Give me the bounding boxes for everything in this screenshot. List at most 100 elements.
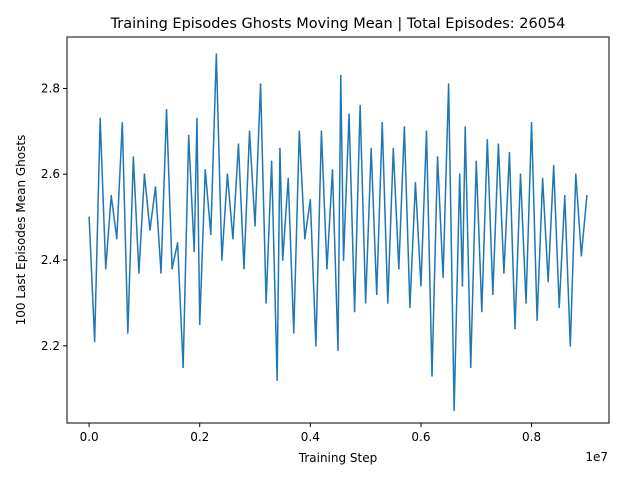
y-tick-label: 2.4: [41, 253, 60, 267]
data-point: [563, 194, 566, 197]
data-point: [187, 134, 190, 137]
data-point: [171, 267, 173, 270]
data-point: [436, 156, 439, 158]
data-point: [381, 121, 384, 124]
data-point: [464, 126, 467, 128]
data-point: [431, 375, 433, 377]
data-point: [193, 250, 196, 253]
data-point: [386, 302, 389, 304]
data-point: [530, 121, 533, 124]
data-point: [337, 349, 339, 351]
data-point: [492, 293, 494, 296]
data-point: [254, 224, 256, 227]
data-point: [364, 302, 367, 304]
data-point: [370, 147, 372, 150]
data-point: [270, 160, 273, 163]
data-point: [519, 173, 522, 176]
plot-area: [66, 36, 610, 424]
data-point: [403, 126, 406, 128]
data-point: [281, 259, 284, 261]
data-point: [279, 147, 281, 150]
data-point: [575, 173, 577, 176]
data-point: [547, 280, 549, 283]
data-point: [320, 130, 323, 133]
data-point: [442, 276, 444, 278]
data-point: [209, 233, 212, 236]
data-point: [149, 229, 151, 231]
data-point: [486, 139, 489, 141]
data-point: [243, 267, 245, 270]
data-point: [461, 284, 464, 287]
x-tick-label: 0.0: [80, 430, 99, 444]
data-point: [326, 267, 328, 270]
data-point: [265, 302, 267, 304]
x-tick-label: 0.8: [522, 430, 541, 444]
data-point: [348, 113, 350, 115]
data-point: [110, 194, 113, 197]
data-point: [569, 345, 572, 347]
data-point: [143, 173, 146, 176]
data-point: [398, 267, 400, 270]
data-point: [469, 366, 472, 369]
data-point: [453, 409, 455, 411]
x-tick-label: 0.2: [190, 430, 209, 444]
data-point: [359, 104, 361, 107]
data-point: [480, 310, 483, 313]
data-point: [309, 199, 312, 201]
data-point: [503, 272, 505, 274]
plot-frame: [66, 36, 610, 424]
data-point: [514, 327, 516, 330]
data-point: [215, 53, 218, 55]
data-point: [541, 177, 544, 180]
chart-title: Training Episodes Ghosts Moving Mean | T…: [110, 16, 566, 32]
y-axis: 2.2 2.4 2.6 2.8: [41, 81, 67, 353]
data-point: [414, 182, 417, 184]
x-axis-offset-label: 1e7: [585, 450, 608, 464]
data-point: [182, 366, 184, 369]
data-point: [127, 332, 129, 334]
x-tick-label: 0.6: [411, 430, 430, 444]
data-point: [458, 173, 461, 176]
data-point: [198, 323, 201, 326]
data-point: [292, 332, 295, 334]
data-point: [287, 177, 290, 180]
data-point: [315, 345, 317, 347]
series-line: [88, 53, 588, 411]
data-point: [259, 83, 262, 85]
data-point: [248, 130, 251, 133]
data-point: [298, 130, 301, 133]
data-point: [586, 194, 588, 197]
data-point: [160, 272, 162, 274]
data-point: [409, 306, 411, 309]
data-point: [508, 152, 511, 154]
data-points: [88, 53, 588, 411]
data-point: [104, 267, 107, 270]
data-point: [204, 169, 207, 171]
data-point: [154, 186, 157, 188]
data-point: [132, 156, 135, 158]
data-point: [342, 259, 345, 261]
data-point: [138, 272, 140, 274]
data-point: [353, 310, 356, 313]
data-point: [525, 302, 527, 304]
data-point: [392, 147, 395, 150]
data-point: [420, 284, 422, 287]
x-axis: 0.0 0.2 0.4 0.6 0.8: [80, 423, 541, 444]
data-point: [552, 164, 555, 167]
data-point: [425, 130, 428, 133]
y-tick-label: 2.8: [41, 81, 60, 95]
data-point: [93, 340, 96, 343]
data-point: [375, 293, 378, 296]
data-point: [115, 237, 118, 240]
data-point: [475, 160, 478, 163]
data-point: [232, 237, 234, 240]
data-point: [176, 242, 179, 244]
data-point: [165, 109, 168, 111]
data-point: [221, 259, 223, 261]
data-point: [88, 216, 90, 218]
data-point: [226, 173, 229, 176]
data-point: [99, 117, 101, 120]
data-point: [304, 237, 306, 240]
data-point: [237, 143, 240, 146]
